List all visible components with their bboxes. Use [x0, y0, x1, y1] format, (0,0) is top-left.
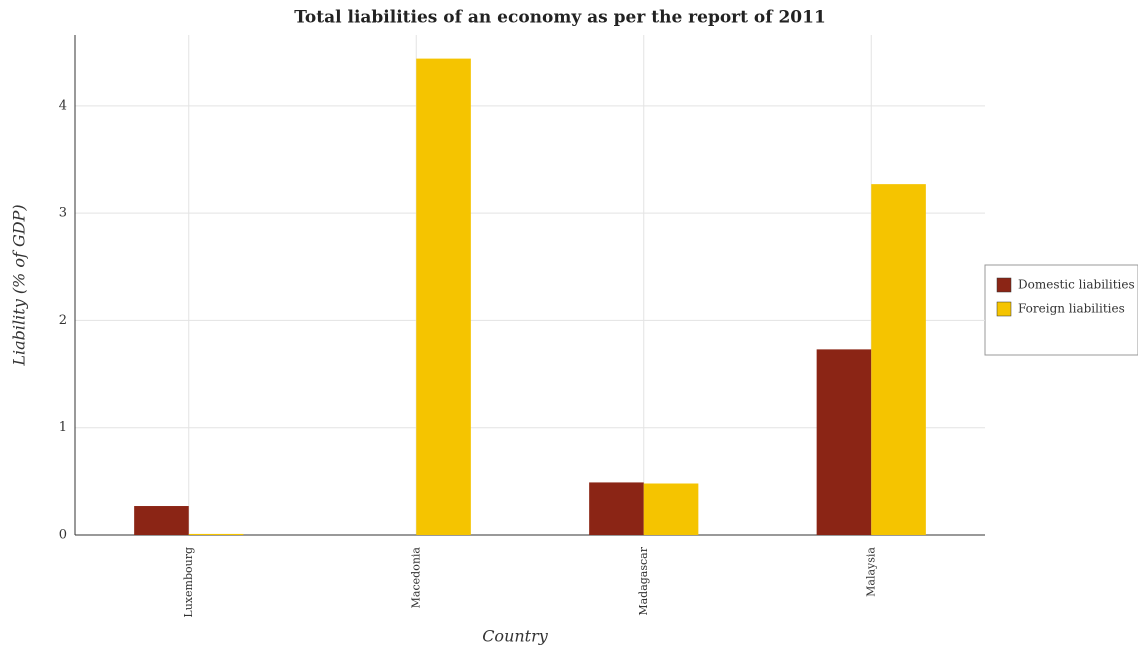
legend-label: Domestic liabilities — [1018, 278, 1135, 292]
bar — [643, 483, 699, 535]
x-tick-label: Madagascar — [637, 546, 650, 615]
bar — [416, 58, 471, 535]
bar — [871, 184, 926, 535]
legend-swatch — [996, 301, 1012, 317]
bar — [188, 533, 244, 535]
bar — [589, 482, 644, 535]
bar — [816, 349, 872, 535]
y-tick-label: 2 — [59, 313, 67, 328]
y-axis-label: Liability (% of GDP) — [10, 204, 29, 366]
x-tick-label: Macedonia — [409, 547, 422, 609]
y-tick-label: 1 — [59, 420, 67, 435]
x-axis-label: Country — [482, 627, 549, 646]
legend-swatch — [996, 277, 1012, 293]
bar — [134, 506, 189, 535]
chart-title: Total liabilities of an economy as per t… — [294, 8, 826, 28]
y-tick-label: 4 — [59, 98, 67, 113]
x-tick-label: Malaysia — [864, 547, 877, 597]
y-tick-label: 3 — [59, 206, 67, 221]
y-tick-label: 0 — [59, 528, 67, 543]
legend-label: Foreign liabilities — [1018, 302, 1125, 316]
x-tick-label: Luxembourg — [182, 547, 195, 618]
